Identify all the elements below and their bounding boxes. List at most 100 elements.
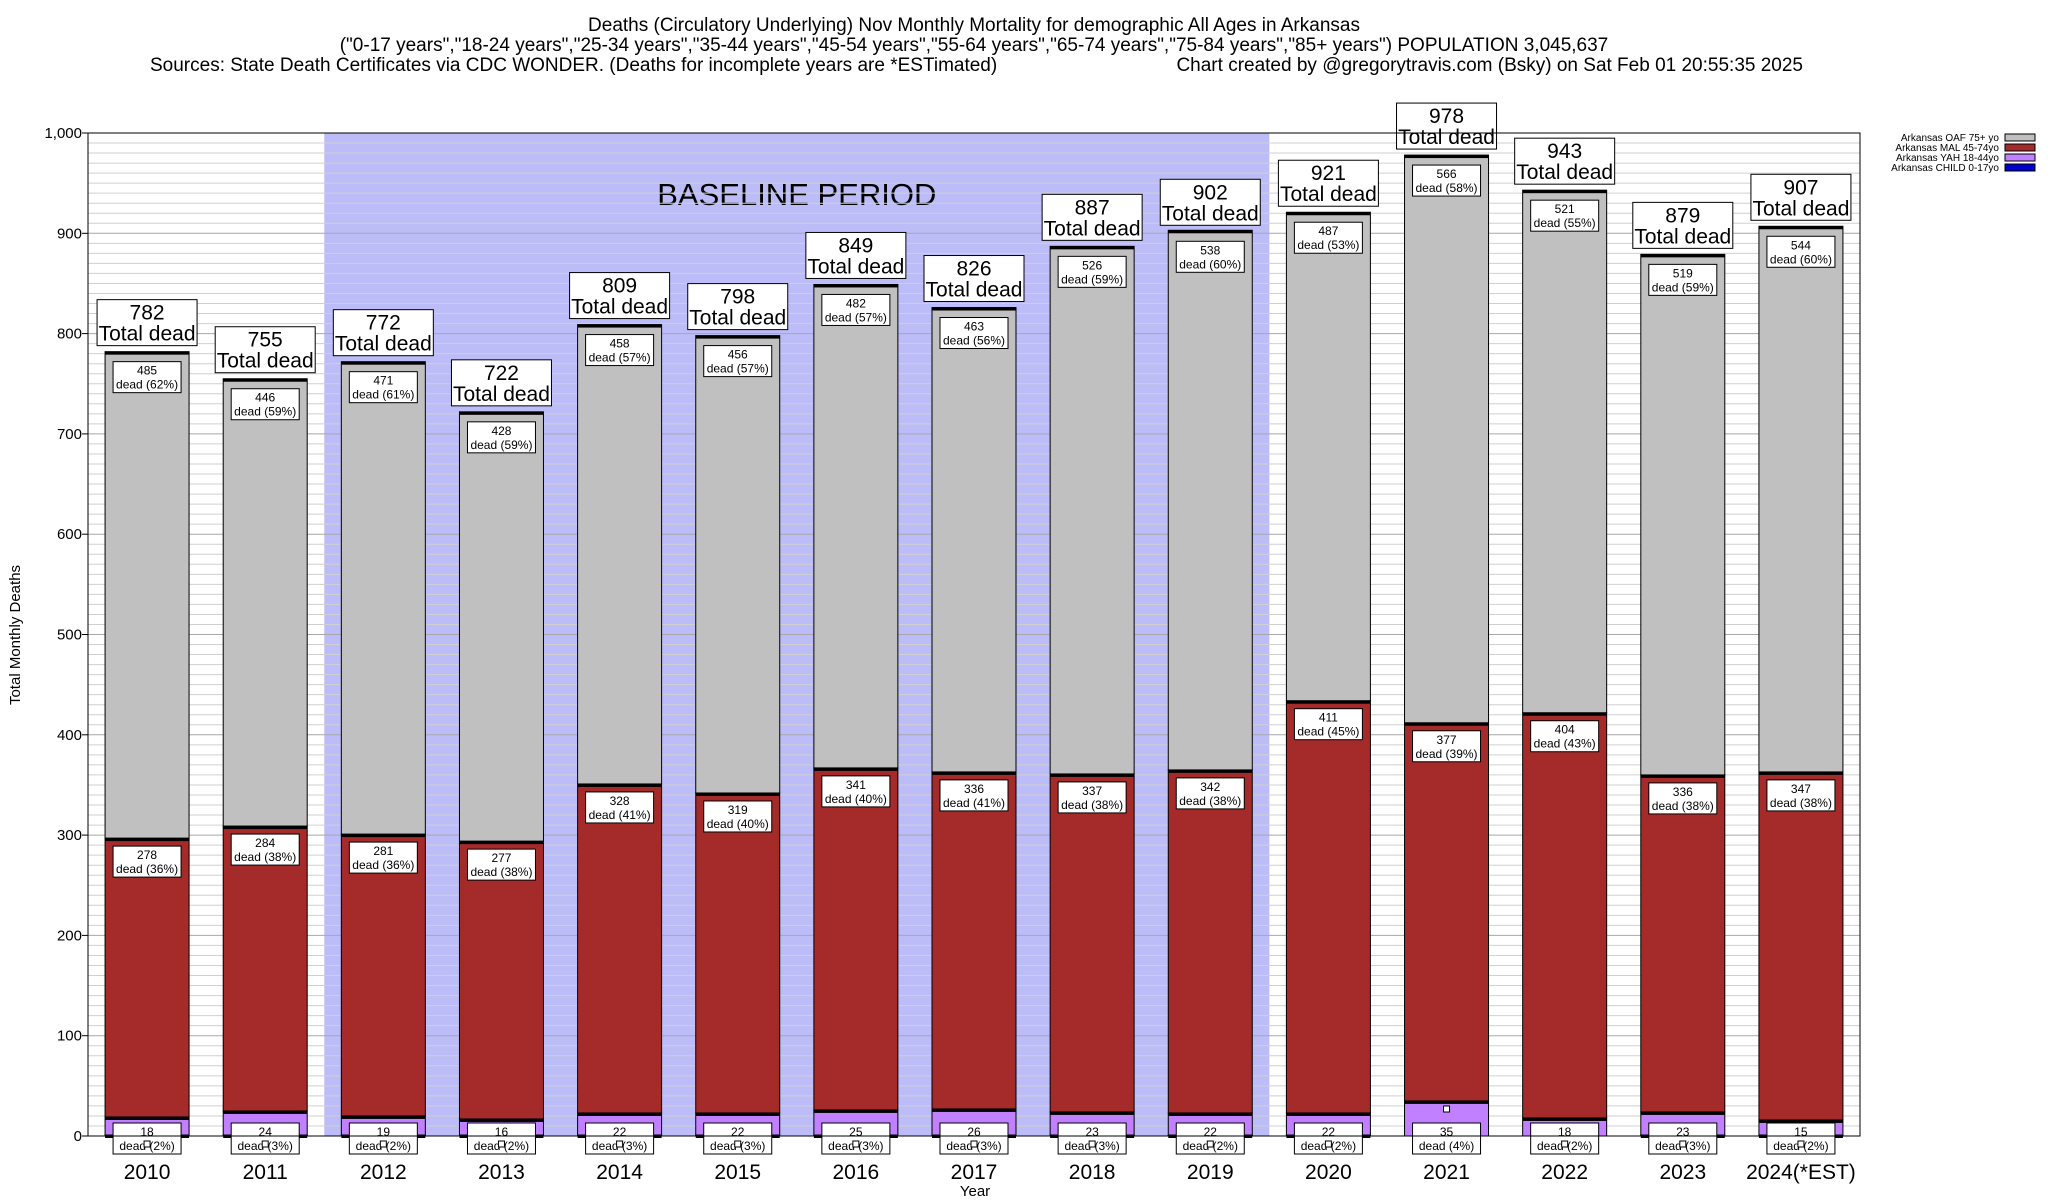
- label-percent: dead (61%): [352, 388, 414, 402]
- bar-segment-top-edge: [1522, 190, 1607, 194]
- bar-segment-top-edge: [341, 834, 426, 838]
- label-percent: dead (62%): [116, 378, 178, 392]
- x-axis-label: Year: [960, 1183, 990, 1200]
- y-tick-label: 800: [57, 326, 82, 343]
- label-value: 485: [137, 364, 157, 378]
- legend-label: Arkansas CHILD 0-17yo: [1891, 163, 1999, 174]
- x-tick-label: 2015: [714, 1161, 761, 1184]
- label-value: 22: [613, 1125, 627, 1139]
- label-percent: dead (43%): [1534, 737, 1596, 751]
- x-tick-label: 2010: [124, 1161, 171, 1184]
- label-percent: dead (57%): [589, 351, 651, 365]
- label-box: [939, 317, 1009, 350]
- bar-segment-top-edge: [459, 1118, 544, 1122]
- total-value: 772: [366, 312, 401, 335]
- x-tick-label: 2014: [596, 1161, 643, 1184]
- label-box: [1530, 720, 1600, 753]
- label-percent: dead (55%): [1534, 216, 1596, 230]
- child-marker: [734, 1140, 742, 1148]
- bar-segment: [695, 335, 781, 794]
- label-box: [1648, 1122, 1718, 1155]
- label-box: [585, 791, 655, 824]
- bar-segment: [577, 324, 663, 785]
- label-value: 319: [728, 803, 748, 817]
- label-percent: dead (38%): [1770, 796, 1832, 810]
- total-caption: Total dead: [217, 350, 314, 373]
- x-tick-label: 2020: [1305, 1161, 1352, 1184]
- bar-segment-top-edge: [1168, 1112, 1253, 1116]
- x-tick-label: 2017: [951, 1161, 998, 1184]
- label-box: [348, 371, 418, 404]
- bar-segment: [1167, 769, 1253, 1114]
- bar-segment: [813, 767, 899, 1111]
- label-percent: dead (58%): [1416, 181, 1478, 195]
- bar-segment-top-edge: [1286, 700, 1371, 704]
- label-box: [230, 1122, 300, 1155]
- child-marker: [616, 1140, 624, 1148]
- label-percent: dead (59%): [1061, 272, 1123, 286]
- label-value: 566: [1437, 167, 1457, 181]
- label-value: 15: [1794, 1125, 1808, 1139]
- bar-segment: [931, 771, 1017, 1110]
- total-value: 978: [1429, 105, 1464, 128]
- label-value: 463: [964, 320, 984, 334]
- bar-segment-top-edge: [1758, 226, 1843, 230]
- label-percent: dead (38%): [234, 850, 296, 864]
- label-box: [348, 1122, 418, 1155]
- legend-label: Arkansas YAH 18-44yo: [1896, 153, 1999, 164]
- bar-segment-top-edge: [577, 324, 662, 328]
- label-percent: dead (4%): [1419, 1139, 1474, 1153]
- bar-segment-top-edge: [105, 351, 190, 355]
- x-tick-label: 2023: [1659, 1161, 1706, 1184]
- label-percent: dead (40%): [707, 817, 769, 831]
- bar-segment-top-edge: [577, 783, 662, 787]
- total-caption: Total dead: [1516, 161, 1613, 184]
- bar-segment: [931, 307, 1017, 773]
- label-value: 24: [259, 1125, 273, 1139]
- total-caption: Total dead: [571, 296, 668, 319]
- label-value: 22: [1322, 1125, 1336, 1139]
- bar-segment: [1049, 773, 1135, 1113]
- label-box: [585, 1122, 655, 1155]
- bar-segment-top-edge: [813, 767, 898, 771]
- label-box: [1293, 1122, 1363, 1155]
- label-value: 19: [377, 1125, 391, 1139]
- child-marker: [1679, 1140, 1687, 1148]
- label-percent: dead (39%): [1416, 747, 1478, 761]
- x-tick-label: 2021: [1423, 1161, 1470, 1184]
- bar-segment: [1049, 245, 1135, 775]
- label-box: [112, 1122, 182, 1155]
- x-tick-label: 2013: [478, 1161, 525, 1184]
- bar-segment-top-edge: [1404, 155, 1489, 159]
- total-value: 722: [484, 362, 519, 385]
- bar-segment: [340, 361, 426, 835]
- label-box: [1530, 199, 1600, 232]
- label-value: 446: [255, 391, 275, 405]
- total-box: [1750, 173, 1852, 221]
- legend-swatch: [2004, 163, 2036, 172]
- label-value: 23: [1676, 1125, 1690, 1139]
- label-box: [821, 1122, 891, 1155]
- legend-label: Arkansas OAF 75+ yo: [1901, 133, 2000, 144]
- label-percent: dead (40%): [825, 792, 887, 806]
- label-box: [112, 361, 182, 394]
- total-value: 887: [1075, 196, 1110, 219]
- bar-segment: [1404, 154, 1490, 724]
- total-box: [1514, 137, 1616, 185]
- label-box: [1175, 777, 1245, 810]
